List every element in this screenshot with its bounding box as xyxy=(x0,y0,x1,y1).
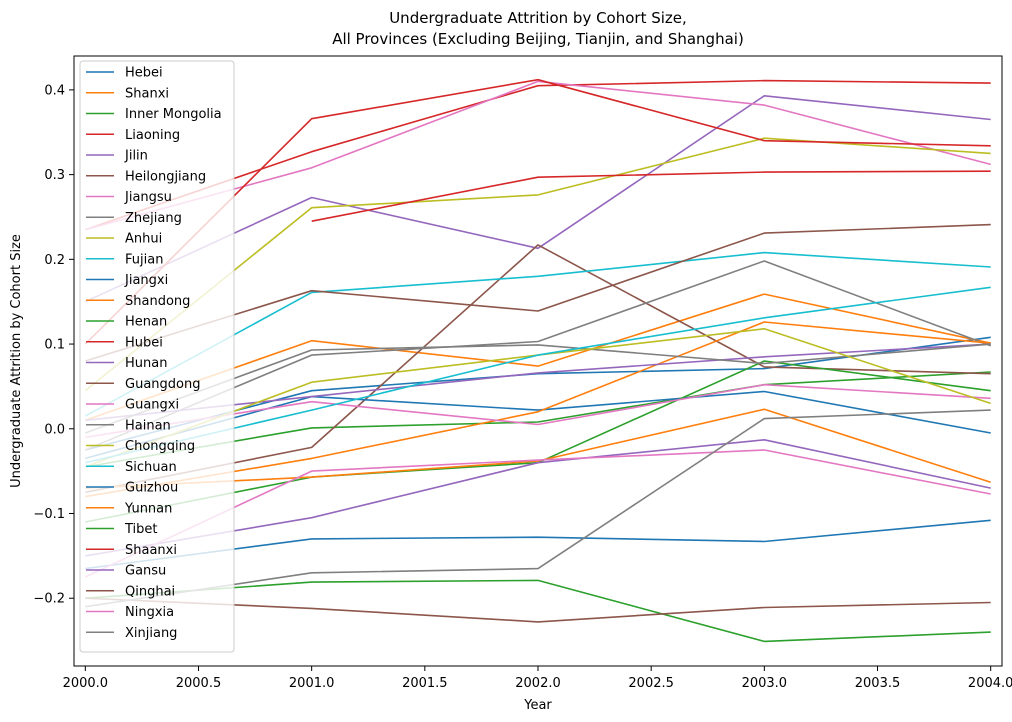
y-axis-title: Undergraduate Attrition by Cohort Size xyxy=(9,234,24,488)
x-tick-label: 2000.0 xyxy=(63,676,109,691)
series-line-xinjiang xyxy=(85,409,991,608)
x-tick-label: 2002.0 xyxy=(515,676,561,691)
legend-label: Hubei xyxy=(125,335,163,350)
legend-label: Liaoning xyxy=(125,128,180,143)
series-line-zhejiang xyxy=(84,260,991,451)
legend-label: Heilongjiang xyxy=(125,169,206,184)
legend-label: Jilin xyxy=(124,149,148,164)
legend-label: Inner Mongolia xyxy=(125,107,222,122)
chart-title-line-1: Undergraduate Attrition by Cohort Size, xyxy=(389,9,687,27)
chart-title-line-2: All Provinces (Excluding Beijing, Tianji… xyxy=(332,30,744,48)
y-tick-label: 0.0 xyxy=(44,422,65,437)
legend-label: Guizhou xyxy=(125,481,178,496)
y-tick-label: 0.3 xyxy=(44,168,65,183)
series-line-hunan xyxy=(85,343,991,422)
series-layer xyxy=(84,78,991,643)
legend-label: Xinjiang xyxy=(125,626,177,641)
legend-label: Fujian xyxy=(125,252,163,267)
x-tick-label: 2004.0 xyxy=(968,676,1012,691)
x-tick-label: 2001.0 xyxy=(289,676,335,691)
x-axis: 2000.0 2000.5 2001.0 2001.5 2002.0 2002.5 2003… xyxy=(63,666,1012,691)
x-tick-label: 2002.5 xyxy=(628,676,674,691)
legend-label: Zhejiang xyxy=(125,211,182,226)
series-line-tibet xyxy=(85,579,991,643)
x-tick-label: 2003.5 xyxy=(855,676,901,691)
x-tick-label: 2000.5 xyxy=(176,676,222,691)
series-line-guangxi xyxy=(85,383,991,439)
legend-label: Jiangxi xyxy=(124,273,168,288)
legend-label: Jiangsu xyxy=(124,190,172,205)
series-line-shaanxi xyxy=(311,170,991,222)
legend-label: Tibet xyxy=(124,522,158,537)
series-line-jiangxi xyxy=(85,390,991,460)
legend-label: Ningxia xyxy=(125,605,174,620)
series-line-fujian xyxy=(84,251,991,417)
legend-label: Shanxi xyxy=(125,86,169,101)
series-line-inner-mongolia xyxy=(85,371,991,468)
legend: Hebei Shanxi Inner Mongolia Liaoning Jilin He… xyxy=(79,60,235,653)
series-line-liaoning xyxy=(85,79,991,231)
series-line-hainan xyxy=(85,343,991,434)
y-axis: −0.2 −0.1 0.0 0.1 0.2 0.3 0.4 xyxy=(33,83,74,607)
series-line-qinghai xyxy=(85,597,991,623)
legend-label: Anhui xyxy=(125,232,162,247)
legend-label: Guangxi xyxy=(125,398,179,413)
legend-label: Shaanxi xyxy=(125,543,177,558)
y-tick-label: 0.4 xyxy=(44,83,65,98)
legend-label: Sichuan xyxy=(125,460,177,475)
series-line-guizhou xyxy=(85,519,991,570)
y-tick-label: −0.1 xyxy=(33,507,65,522)
series-line-sichuan xyxy=(85,286,991,464)
series-line-yunnan xyxy=(85,408,991,489)
legend-label: Hainan xyxy=(125,418,171,433)
series-line-shandong xyxy=(85,321,991,498)
x-axis-title: Year xyxy=(523,698,552,713)
legend-label: Yunnan xyxy=(124,501,172,516)
series-line-ningxia xyxy=(84,449,991,578)
legend-label: Henan xyxy=(125,315,167,330)
series-line-anhui xyxy=(84,137,991,392)
series-line-jilin xyxy=(84,95,991,303)
series-line-shanxi xyxy=(85,293,991,422)
legend-label: Shandong xyxy=(125,294,190,309)
legend-box xyxy=(79,60,235,653)
x-tick-label: 2001.5 xyxy=(402,676,448,691)
legend-label: Qinghai xyxy=(125,584,175,599)
series-line-guangdong xyxy=(85,223,991,362)
legend-label: Hebei xyxy=(125,66,163,81)
legend-label: Chongqing xyxy=(125,439,195,454)
legend-label: Hunan xyxy=(125,356,167,371)
legend-label: Guangdong xyxy=(125,377,200,392)
series-line-heilongjiang xyxy=(85,244,991,494)
x-tick-label: 2003.0 xyxy=(742,676,788,691)
series-line-hubei xyxy=(84,78,991,345)
series-line-gansu xyxy=(85,439,991,557)
y-tick-label: 0.1 xyxy=(44,338,65,353)
legend-label: Gansu xyxy=(125,564,166,579)
y-tick-label: −0.2 xyxy=(33,592,65,607)
series-line-jiangsu xyxy=(85,80,991,231)
y-tick-label: 0.2 xyxy=(44,253,65,268)
